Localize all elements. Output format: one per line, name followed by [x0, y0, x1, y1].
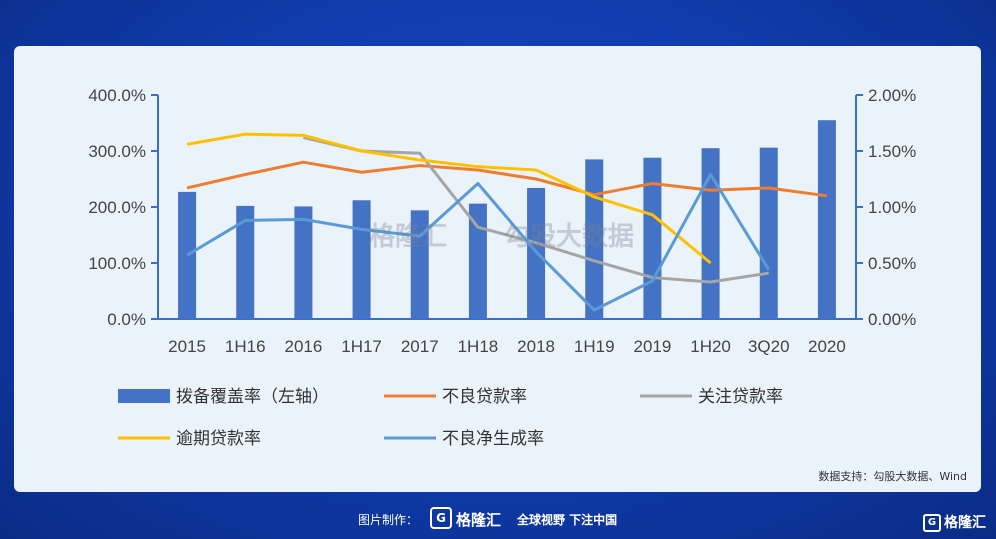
legend-label: 不良贷款率	[442, 387, 527, 407]
x-tick-label: 2015	[168, 337, 206, 356]
footer-bar: 图片制作： G 格隆汇 全球视野 下注中国	[0, 506, 996, 532]
legend-swatch-bar	[118, 389, 170, 403]
watermark-left: 格隆汇	[369, 222, 448, 252]
x-tick-label: 1H16	[225, 337, 266, 356]
x-tick-label: 1H19	[574, 337, 615, 356]
left-tick-label: 300.0%	[88, 142, 146, 161]
right-tick-label: 0.50%	[868, 254, 916, 273]
footer-credit: 图片制作：	[358, 513, 419, 527]
bar	[178, 191, 197, 319]
x-tick-label: 2019	[634, 337, 672, 356]
left-tick-label: 0.0%	[107, 310, 146, 329]
right-tick-label: 1.50%	[868, 142, 916, 161]
right-tick-label: 2.00%	[868, 86, 916, 105]
series-line	[186, 173, 771, 312]
x-tick-label: 2016	[285, 337, 323, 356]
corner-logo: G 格隆汇	[923, 512, 986, 532]
chart-card: 0.0% 100.0% 200.0% 300.0% 400.0% 0.00% 0.50% 1.…	[14, 46, 981, 492]
legend-label: 不良净生成率	[442, 429, 544, 449]
legend-label: 逾期贷款率	[176, 429, 261, 449]
bar	[410, 210, 429, 319]
series-line	[186, 132, 712, 265]
bar	[817, 120, 836, 319]
x-tick-label: 2018	[517, 337, 555, 356]
footer-brand: 格隆汇	[456, 511, 502, 529]
bar	[468, 203, 487, 319]
footer-slogan: 全球视野 下注中国	[517, 513, 618, 527]
left-tick-label: 200.0%	[88, 198, 146, 217]
legend-label: 关注贷款率	[698, 387, 783, 407]
left-tick-label: 400.0%	[88, 86, 146, 105]
x-tick-label: 1H17	[341, 337, 382, 356]
legend-label: 拨备覆盖率（左轴）	[176, 387, 329, 407]
brand-logo-icon: G	[430, 507, 452, 529]
left-tick-label: 100.0%	[88, 254, 146, 273]
x-tick-label: 1H18	[458, 337, 499, 356]
x-tick-label: 2017	[401, 337, 439, 356]
x-tick-label: 2020	[808, 337, 846, 356]
corner-logo-icon: G	[923, 514, 941, 532]
x-tick-label: 3Q20	[748, 337, 790, 356]
bar	[643, 157, 662, 319]
series-line	[303, 136, 769, 284]
chart-canvas: 0.0% 100.0% 200.0% 300.0% 400.0% 0.00% 0.50% 1.…	[88, 86, 916, 449]
corner-brand: 格隆汇	[944, 515, 986, 531]
right-tick-label: 1.00%	[868, 198, 916, 217]
bar	[759, 147, 778, 319]
bar	[352, 200, 371, 319]
source-note: 数据支持：勾股大数据、Wind	[818, 470, 967, 483]
watermark-right: 勾股大数据	[504, 222, 635, 252]
bar	[236, 205, 255, 319]
right-tick-label: 0.00%	[868, 310, 916, 329]
x-tick-label: 1H20	[690, 337, 731, 356]
bar	[294, 206, 313, 319]
